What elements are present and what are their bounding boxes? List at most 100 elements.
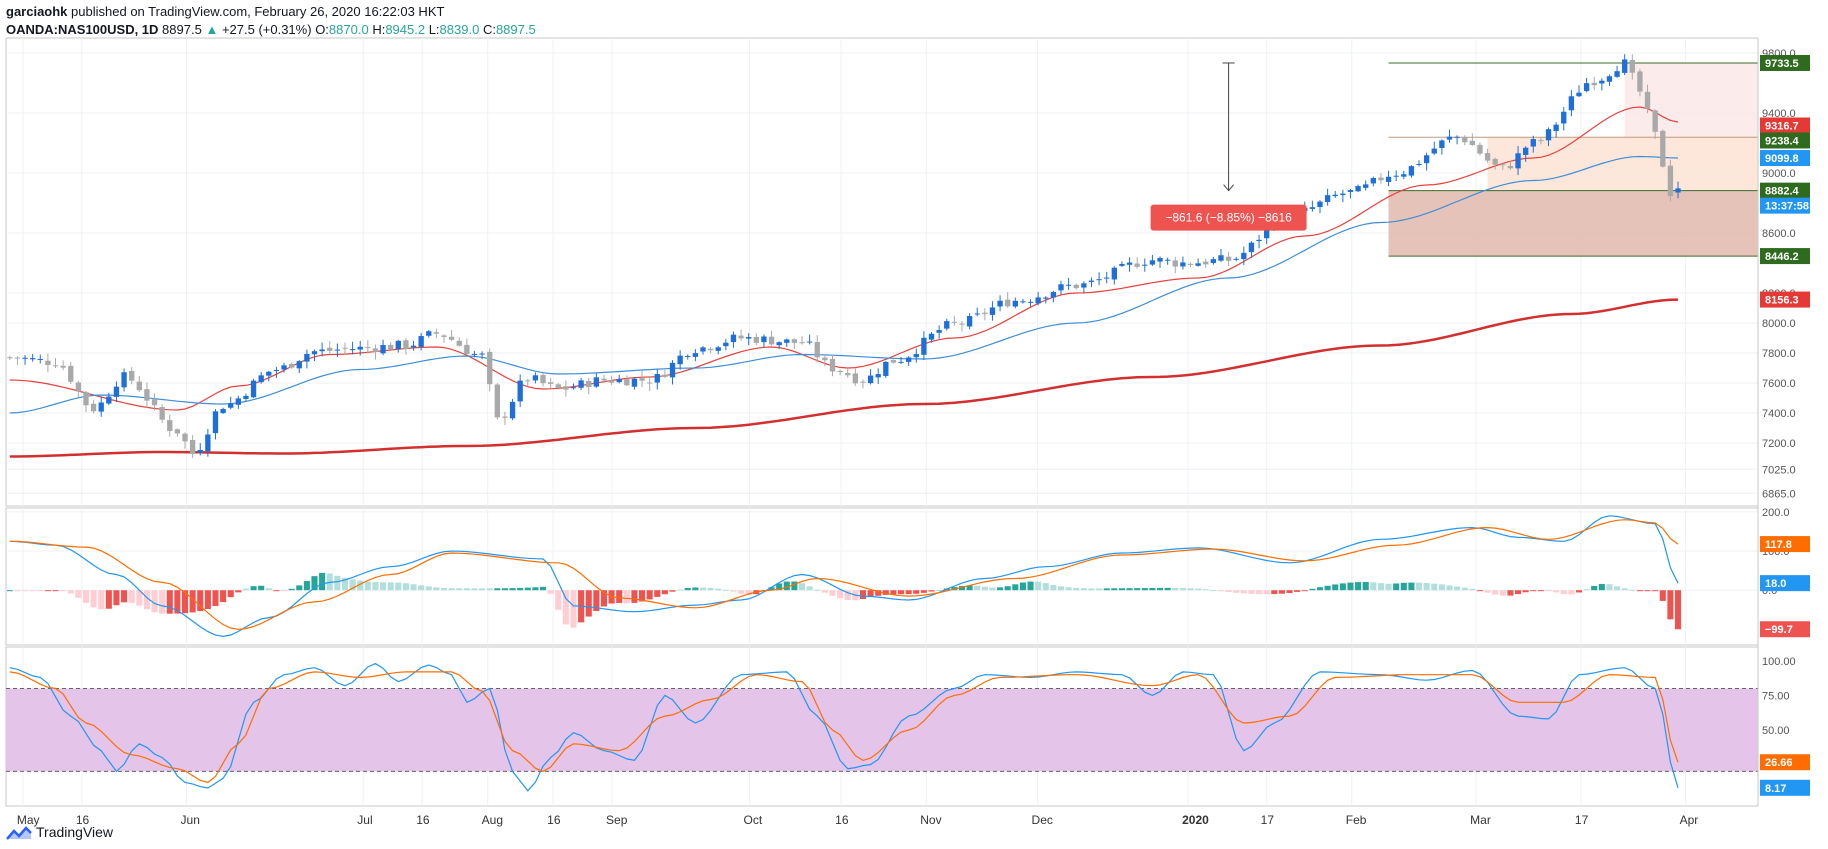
candle bbox=[517, 374, 523, 407]
candle bbox=[829, 354, 836, 377]
candle-body bbox=[1180, 262, 1186, 267]
macd-histogram-bar bbox=[189, 590, 196, 613]
candle-body bbox=[197, 449, 203, 453]
macd-histogram-bar bbox=[981, 586, 988, 591]
candle bbox=[327, 341, 333, 355]
x-tick-label: Mar bbox=[1470, 813, 1491, 827]
candle bbox=[258, 371, 264, 384]
candle bbox=[951, 315, 958, 326]
candle bbox=[410, 340, 417, 351]
macd-histogram-bar bbox=[593, 590, 600, 612]
macd-histogram-bar bbox=[1080, 588, 1087, 591]
candle-body bbox=[1363, 184, 1369, 188]
candle bbox=[1484, 148, 1491, 163]
macd-histogram-bar bbox=[105, 590, 112, 609]
candle bbox=[205, 428, 211, 457]
candle bbox=[624, 375, 630, 387]
macd-histogram-bar bbox=[166, 590, 173, 614]
candle-body bbox=[1172, 260, 1178, 267]
candle bbox=[319, 342, 325, 357]
candle bbox=[1027, 299, 1034, 307]
candle-body bbox=[829, 359, 836, 372]
macd-histogram-bar bbox=[1271, 590, 1278, 595]
macd-histogram-bar bbox=[418, 585, 425, 591]
candle bbox=[1370, 176, 1376, 187]
author-name[interactable]: garciaohk bbox=[6, 4, 68, 19]
macd-histogram-bar bbox=[1636, 590, 1643, 592]
candle bbox=[121, 368, 127, 392]
footer-brand[interactable]: TradingView bbox=[6, 823, 113, 841]
candle-body bbox=[1111, 267, 1117, 280]
x-tick-label: Sep bbox=[606, 813, 628, 827]
candle bbox=[791, 338, 798, 349]
candle-body bbox=[1378, 177, 1384, 181]
candle bbox=[1492, 157, 1498, 170]
candle bbox=[586, 377, 592, 395]
candle bbox=[1523, 146, 1529, 162]
candle bbox=[898, 356, 904, 364]
macd-histogram-bar bbox=[204, 590, 211, 610]
macd-histogram-bar bbox=[1476, 590, 1484, 592]
candle-body bbox=[357, 346, 363, 350]
candle bbox=[1309, 200, 1316, 212]
candle-body bbox=[867, 375, 874, 384]
macd-histogram-bar bbox=[1172, 587, 1179, 591]
y-tick-label: 200.0 bbox=[1762, 507, 1790, 519]
x-tick-label: May bbox=[17, 813, 40, 827]
macd-histogram-bar bbox=[1454, 586, 1461, 591]
candle-body bbox=[898, 361, 904, 363]
candle-body bbox=[1187, 263, 1194, 265]
macd-histogram-bar bbox=[1027, 581, 1034, 591]
macd-histogram-bar bbox=[1187, 588, 1194, 591]
candle-body bbox=[1408, 166, 1415, 176]
macd-histogram-bar bbox=[463, 588, 470, 591]
candle bbox=[723, 338, 729, 351]
macd-histogram-bar bbox=[456, 588, 463, 591]
candle bbox=[1142, 258, 1148, 272]
macd-histogram-bar bbox=[844, 590, 851, 600]
candle bbox=[37, 354, 43, 364]
candle-body bbox=[487, 351, 493, 385]
candle bbox=[220, 407, 226, 414]
candle bbox=[1340, 189, 1346, 203]
candle bbox=[692, 349, 699, 362]
candle bbox=[136, 375, 142, 392]
candle bbox=[959, 320, 965, 332]
candle bbox=[1248, 241, 1255, 258]
macd-histogram-bar bbox=[1530, 590, 1537, 592]
macd-histogram-bar bbox=[715, 588, 722, 591]
macd-histogram-bar bbox=[699, 587, 707, 591]
macd-axis-label: −99.7 bbox=[1765, 624, 1793, 636]
low-value: 8839.0 bbox=[439, 22, 480, 37]
macd-histogram-bar bbox=[1537, 590, 1544, 592]
macd-histogram-bar bbox=[806, 586, 813, 591]
candle-body bbox=[1317, 201, 1323, 208]
macd-histogram-bar bbox=[1423, 583, 1430, 591]
candle bbox=[75, 380, 82, 398]
macd-histogram-bar bbox=[1553, 590, 1560, 593]
candle bbox=[14, 356, 21, 366]
macd-histogram-bar bbox=[1050, 584, 1057, 591]
symbol-label[interactable]: OANDA:NAS100USD, 1D bbox=[6, 22, 159, 37]
macd-histogram-bar bbox=[52, 590, 59, 592]
candle bbox=[776, 341, 782, 350]
macd-histogram-bar bbox=[1057, 586, 1065, 591]
y-tick-label: 7600.0 bbox=[1762, 378, 1796, 390]
candle bbox=[1652, 109, 1658, 139]
candle bbox=[570, 383, 577, 390]
candle bbox=[540, 373, 546, 387]
candle-body bbox=[974, 313, 980, 315]
candle-body bbox=[989, 307, 996, 315]
macd-histogram-bar bbox=[380, 582, 387, 591]
candle bbox=[1561, 107, 1567, 131]
candle-body bbox=[966, 316, 973, 327]
macd-histogram-bar bbox=[21, 590, 29, 592]
candle bbox=[494, 383, 500, 420]
candle-body bbox=[1020, 301, 1026, 303]
candle-body bbox=[403, 340, 409, 349]
macd-histogram-bar bbox=[6, 590, 13, 592]
candle bbox=[182, 432, 188, 449]
candle-body bbox=[388, 344, 394, 350]
candle-body bbox=[243, 395, 249, 399]
